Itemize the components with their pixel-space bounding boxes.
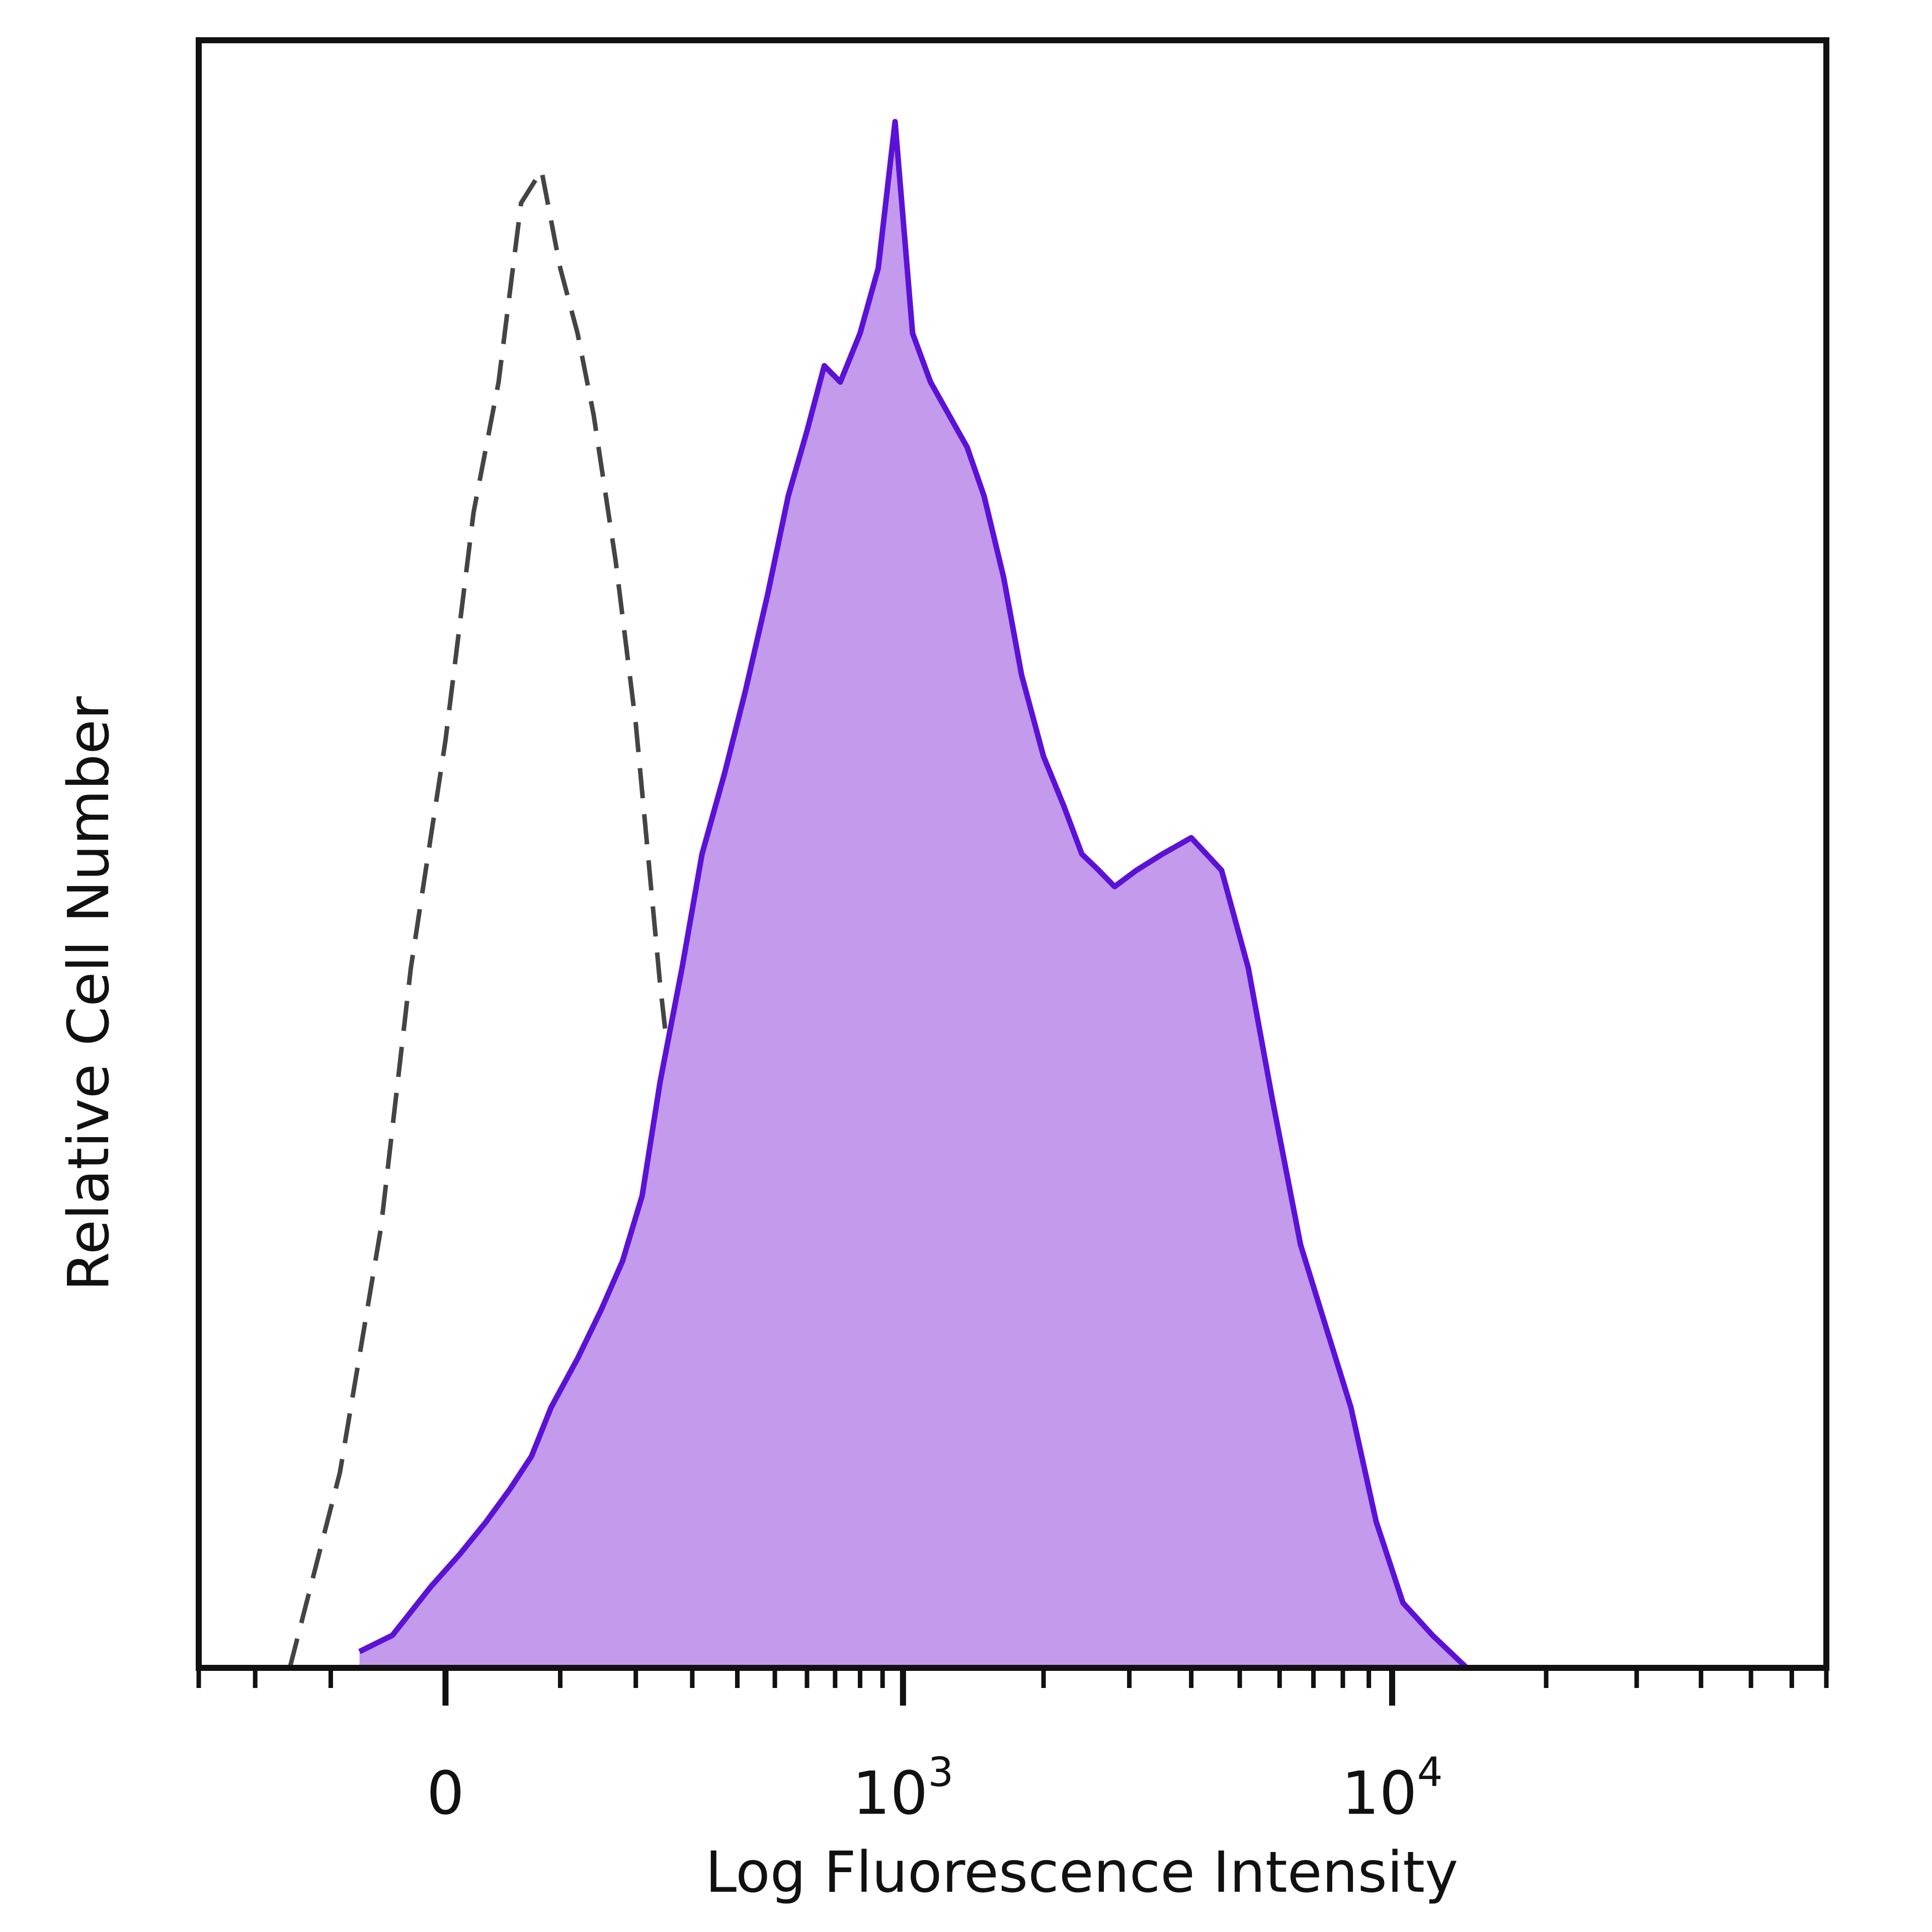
stained-histogram-outline xyxy=(358,119,1469,1670)
y-axis-label: Relative Cell Number xyxy=(56,696,122,1291)
x-axis-label: Log Fluorescence Intensity xyxy=(705,1840,1459,1905)
series-layer xyxy=(199,119,1826,1671)
stained-histogram-fill xyxy=(359,121,1467,1668)
x-tick-label: 104 xyxy=(1341,1749,1442,1828)
x-axis-tick-labels: 0 103 104 xyxy=(427,1749,1443,1828)
x-axis-ticks xyxy=(196,1668,1829,1706)
x-tick-label: 0 xyxy=(427,1758,464,1828)
plot-area xyxy=(196,37,1829,1671)
x-tick-label: 103 xyxy=(852,1749,953,1828)
plot-frame xyxy=(196,37,1829,1671)
